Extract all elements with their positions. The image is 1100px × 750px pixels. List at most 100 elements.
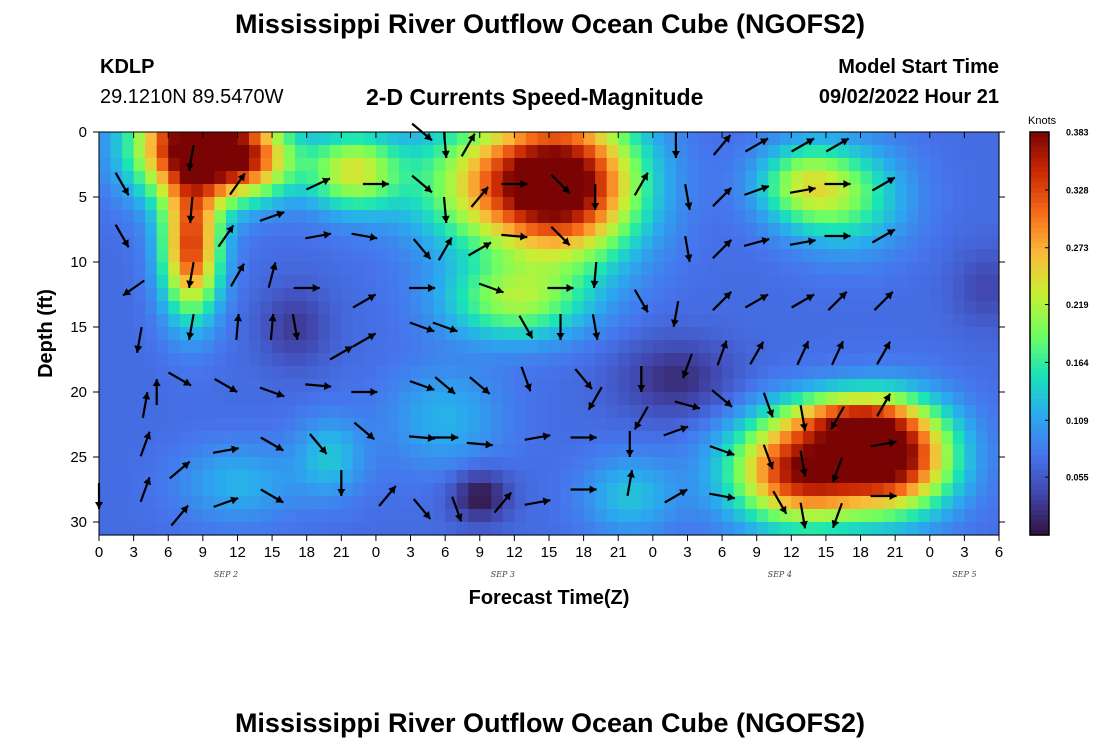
- heatmap-cell: [387, 301, 400, 315]
- heatmap-cell: [352, 366, 365, 380]
- heatmap-cell: [99, 223, 112, 237]
- heatmap-cell: [814, 509, 827, 523]
- heatmap-cell: [399, 249, 412, 263]
- colorbar-segment: [1030, 157, 1049, 163]
- heatmap-cell: [399, 171, 412, 185]
- colorbar-segment: [1030, 343, 1049, 350]
- heatmap-cell: [756, 366, 769, 380]
- heatmap-cell: [110, 483, 123, 497]
- station-id: KDLP: [100, 56, 155, 78]
- heatmap-cell: [606, 171, 619, 185]
- heatmap-cell: [710, 210, 723, 224]
- heatmap-cell: [791, 275, 804, 289]
- heatmap-cell: [791, 366, 804, 380]
- heatmap-cell: [133, 223, 146, 237]
- heatmap-cell: [687, 457, 700, 471]
- heatmap-cell: [468, 431, 481, 445]
- heatmap-cell: [491, 379, 504, 393]
- x-tick-label: 0: [95, 544, 103, 561]
- heatmap-cell: [606, 210, 619, 224]
- heatmap-cell: [883, 327, 896, 341]
- heatmap-cell: [560, 366, 573, 380]
- heatmap-cell: [710, 483, 723, 497]
- heatmap-cell: [225, 171, 239, 185]
- heatmap-cell: [606, 223, 619, 237]
- heatmap-cell: [525, 418, 539, 432]
- heatmap-cell: [560, 210, 573, 224]
- heatmap-cell: [468, 301, 481, 315]
- heatmap-cell: [445, 171, 458, 185]
- heatmap-cell: [825, 457, 839, 471]
- heatmap-cell: [468, 444, 481, 458]
- heatmap-cell: [779, 431, 792, 445]
- heatmap-cell: [410, 366, 423, 380]
- heatmap-cell: [583, 249, 596, 263]
- heatmap-cell: [618, 197, 631, 211]
- heatmap-cell: [722, 275, 735, 289]
- heatmap-cell: [422, 483, 435, 497]
- heatmap-cell: [606, 444, 619, 458]
- heatmap-cell: [479, 171, 492, 185]
- heatmap-cell: [768, 483, 781, 497]
- heatmap-cell: [272, 483, 285, 497]
- current-arrow: [670, 301, 680, 327]
- heatmap-cell: [906, 496, 919, 510]
- heatmap-cell: [537, 145, 550, 159]
- heatmap-cell: [237, 314, 250, 328]
- heatmap-cell: [179, 366, 192, 380]
- heatmap-cell: [295, 431, 308, 445]
- heatmap-cell: [549, 132, 562, 146]
- heatmap-cell: [664, 496, 677, 510]
- heatmap-cell: [191, 392, 204, 406]
- heatmap-cell: [133, 522, 146, 536]
- heatmap-cell: [283, 171, 296, 185]
- heatmap-cell: [168, 184, 181, 198]
- heatmap-cell: [768, 470, 781, 484]
- heatmap-cell: [491, 340, 504, 354]
- heatmap-cell: [722, 353, 735, 367]
- heatmap-cell: [225, 301, 239, 315]
- heatmap-cell: [560, 496, 573, 510]
- heatmap-cell: [445, 223, 458, 237]
- heatmap-cell: [975, 509, 989, 523]
- heatmap-cell: [560, 314, 573, 328]
- heatmap-cell: [110, 405, 123, 419]
- heatmap-cell: [422, 158, 435, 172]
- heatmap-cell: [525, 262, 539, 276]
- heatmap-cell: [733, 418, 746, 432]
- current-arrow: [789, 185, 816, 194]
- colorbar-segment: [1030, 363, 1049, 370]
- heatmap-cell: [468, 366, 481, 380]
- colorbar-segment: [1030, 278, 1049, 284]
- heatmap-cell: [306, 197, 319, 211]
- heatmap-cell: [652, 405, 665, 419]
- heatmap-cell: [664, 145, 677, 159]
- heatmap-cell: [433, 457, 446, 471]
- heatmap-cell: [410, 444, 423, 458]
- heatmap-cell: [606, 249, 619, 263]
- heatmap-cell: [214, 483, 227, 497]
- heatmap-cell: [710, 405, 723, 419]
- heatmap-cell: [202, 210, 215, 224]
- heatmap-cell: [295, 522, 308, 536]
- heatmap-cell: [99, 483, 112, 497]
- heatmap-cell: [202, 288, 215, 302]
- heatmap-cell: [145, 184, 158, 198]
- heatmap-cell: [618, 353, 631, 367]
- heatmap-cell: [964, 132, 977, 146]
- heatmap-cell: [629, 496, 642, 510]
- heatmap-cell: [595, 158, 608, 172]
- heatmap-cell: [987, 509, 1000, 523]
- current-arrow: [441, 131, 450, 159]
- heatmap-cell: [733, 184, 746, 198]
- heatmap-cell: [249, 236, 262, 250]
- heatmap-cell: [745, 431, 758, 445]
- heatmap-cell: [814, 145, 827, 159]
- heatmap-cell: [710, 288, 723, 302]
- heatmap-cell: [445, 301, 458, 315]
- heatmap-cell: [860, 301, 873, 315]
- heatmap-cell: [837, 444, 850, 458]
- current-arrow: [550, 226, 571, 246]
- heatmap-cell: [583, 262, 596, 276]
- heatmap-cell: [191, 145, 204, 159]
